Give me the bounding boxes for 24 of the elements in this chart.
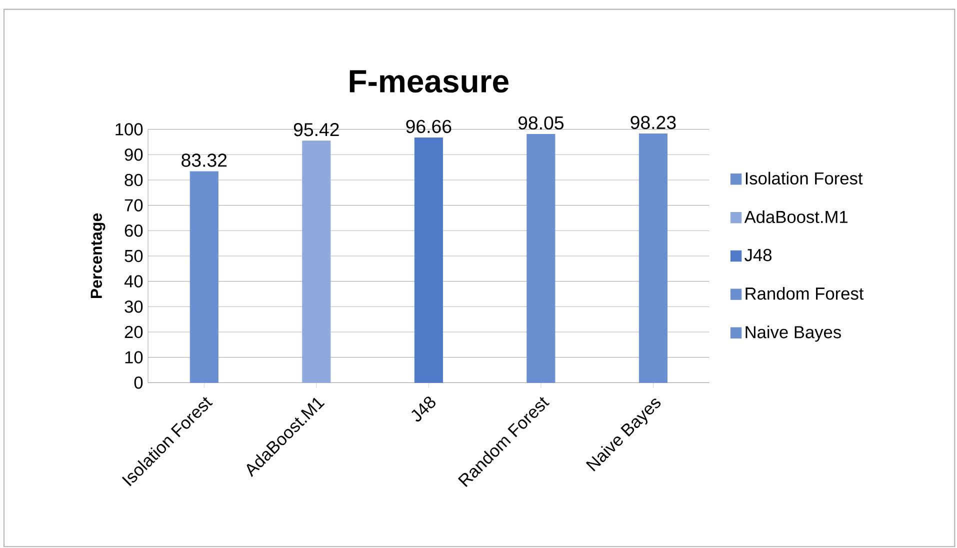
y-tick-label: 80: [124, 174, 143, 186]
data-label: 96.66: [406, 120, 452, 134]
legend-label: J48: [744, 248, 772, 262]
y-axis-title: Percentage: [90, 213, 106, 298]
legend-label: AdaBoost.M1: [744, 210, 848, 224]
legend-label: Isolation Forest: [746, 172, 863, 185]
y-tick-label: 30: [124, 300, 143, 313]
y-tick-label: 40: [124, 275, 143, 288]
y-tick-label: 90: [124, 148, 143, 161]
y-tick-label: 0: [134, 376, 143, 389]
y-tick-label: 10: [125, 351, 143, 364]
legend-label: Naive Bayes: [746, 326, 841, 342]
y-tick-label: 70: [124, 199, 143, 212]
y-tick-label: 60: [124, 224, 143, 237]
chart-title: F-measure: [350, 70, 508, 93]
data-label: 98.05: [518, 116, 564, 130]
data-label: 83.32: [182, 154, 227, 167]
legend-label: Random Forest: [746, 287, 864, 300]
data-label: 95.42: [294, 122, 339, 136]
y-tick-label: 100: [116, 123, 143, 136]
data-label: 98.23: [630, 116, 676, 130]
y-tick-label: 50: [124, 250, 143, 262]
x-tick-label: J48: [411, 396, 436, 422]
y-tick-label: 20: [124, 326, 143, 338]
